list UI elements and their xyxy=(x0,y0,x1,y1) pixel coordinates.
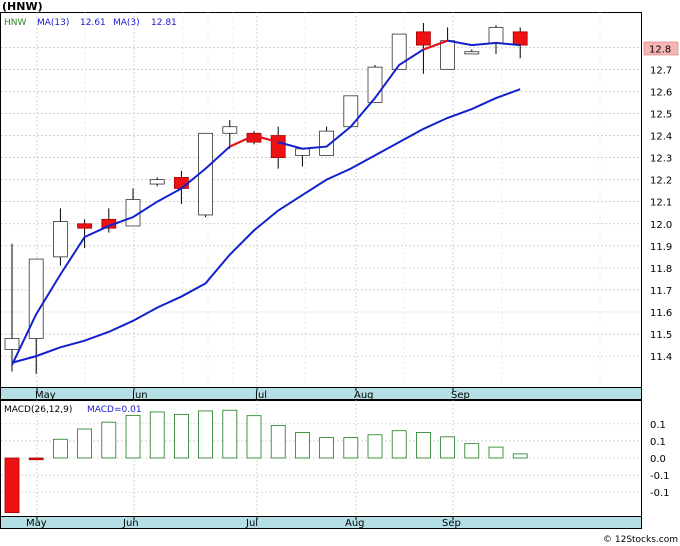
price-y-tick-label: 11.5 xyxy=(650,330,672,341)
candle-body xyxy=(222,126,238,134)
price-y-tick-label: 11.8 xyxy=(650,264,672,275)
macd-bar xyxy=(173,413,189,459)
candle-body xyxy=(77,223,92,229)
price-x-tick-label: Aug xyxy=(354,390,374,401)
symbol-title: (HNW) xyxy=(2,0,43,13)
price-x-tick-label: May xyxy=(35,390,56,401)
price-y-tick-label: 12.4 xyxy=(650,132,672,143)
candle-body xyxy=(125,199,141,227)
macd-bar xyxy=(488,446,504,459)
macd-y-tick-label: 0.0 xyxy=(650,454,666,465)
price-y-tick-label: 12.7 xyxy=(650,65,672,76)
candle-body xyxy=(391,33,407,70)
candle-body xyxy=(173,177,189,189)
candle-body xyxy=(464,51,480,55)
legend-ma3-label: MA(3) xyxy=(113,18,140,28)
macd-bar xyxy=(77,428,92,459)
last-price-badge: 12.8 xyxy=(649,45,671,56)
price-y-tick-label: 12.1 xyxy=(650,198,672,209)
macd-x-tick-label: Aug xyxy=(345,518,365,529)
candle-body xyxy=(28,258,44,339)
macd-bar xyxy=(367,434,383,459)
candle-body xyxy=(4,338,20,350)
price-y-tick-label: 11.7 xyxy=(650,286,672,297)
macd-bar xyxy=(319,437,335,459)
candle-body xyxy=(512,31,528,46)
candle-body xyxy=(440,40,456,70)
macd-bar xyxy=(512,453,528,459)
legend-ma3-value: 12.81 xyxy=(151,18,177,28)
macd-y-tick-label: 0.1 xyxy=(650,420,666,431)
chart-content: 11.4 11.5 11.6 11.7 11.8 11.9 12.0 12.1 12.2 12.3… xyxy=(1,12,672,529)
macd-bar xyxy=(222,409,238,459)
candle-body xyxy=(488,27,504,44)
price-x-tick-label: Jun xyxy=(131,390,148,401)
macd-bar xyxy=(415,432,431,459)
macd-bar xyxy=(53,438,68,459)
macd-y-tick-label: -0.1 xyxy=(650,488,670,499)
macd-bar xyxy=(440,436,456,459)
macd-bar xyxy=(246,415,262,459)
candle-body xyxy=(319,130,335,156)
legend-ma13-value: 12.61 xyxy=(80,18,106,28)
macd-x-tick-label: Jul xyxy=(245,518,258,529)
macd-title: MACD(26,12,9) xyxy=(4,405,72,415)
macd-y-tick-label: 0.1 xyxy=(650,437,666,448)
macd-bar xyxy=(391,430,407,459)
candle-body xyxy=(415,31,431,46)
legend-ticker: HNW xyxy=(4,18,27,28)
last-price-badge-bg xyxy=(643,41,679,56)
macd-bar xyxy=(270,425,286,459)
macd-x-tick-label: May xyxy=(26,518,47,529)
macd-bar xyxy=(4,457,20,513)
macd-bar xyxy=(125,414,141,459)
macd-y-tick-label: -0.1 xyxy=(650,471,670,482)
candle-body xyxy=(198,132,214,216)
price-x-tick-label: Sep xyxy=(451,390,470,401)
ma3-down-segment xyxy=(423,39,448,51)
ma13-line xyxy=(11,88,521,364)
price-y-tick-label: 12.2 xyxy=(650,176,672,187)
macd-bar xyxy=(294,432,310,459)
price-y-tick-label: 12.3 xyxy=(650,154,672,165)
price-y-tick-label: 12.0 xyxy=(650,220,672,231)
macd-date-axis-band xyxy=(0,516,642,529)
price-y-tick-label: 12.6 xyxy=(650,87,672,98)
price-y-tick-label: 12.5 xyxy=(650,109,672,120)
macd-bar xyxy=(343,437,359,459)
macd-legend-value: MACD=0.01 xyxy=(87,405,142,415)
macd-bar xyxy=(28,457,44,461)
macd-x-tick-label: Sep xyxy=(442,518,461,529)
ma3-down-segment xyxy=(229,134,279,148)
macd-bar xyxy=(198,410,214,459)
macd-bar xyxy=(464,443,480,459)
price-date-axis-band xyxy=(0,387,642,400)
macd-bar xyxy=(149,411,165,459)
price-y-tick-label: 11.9 xyxy=(650,242,672,253)
watermark: © 12Stocks.com xyxy=(603,535,678,545)
price-panel xyxy=(0,12,642,400)
candle-body xyxy=(53,221,68,258)
price-y-tick-label: 11.6 xyxy=(650,308,672,319)
macd-x-tick-label: Jun xyxy=(122,518,139,529)
price-x-tick-label: Jul xyxy=(254,390,267,401)
macd-bar xyxy=(101,421,117,459)
candle-body xyxy=(149,179,165,185)
legend-ma13-label: MA(13) xyxy=(37,18,69,28)
macd-panel xyxy=(0,400,642,517)
price-y-tick-label: 11.4 xyxy=(650,352,672,363)
candle-body xyxy=(270,135,286,158)
